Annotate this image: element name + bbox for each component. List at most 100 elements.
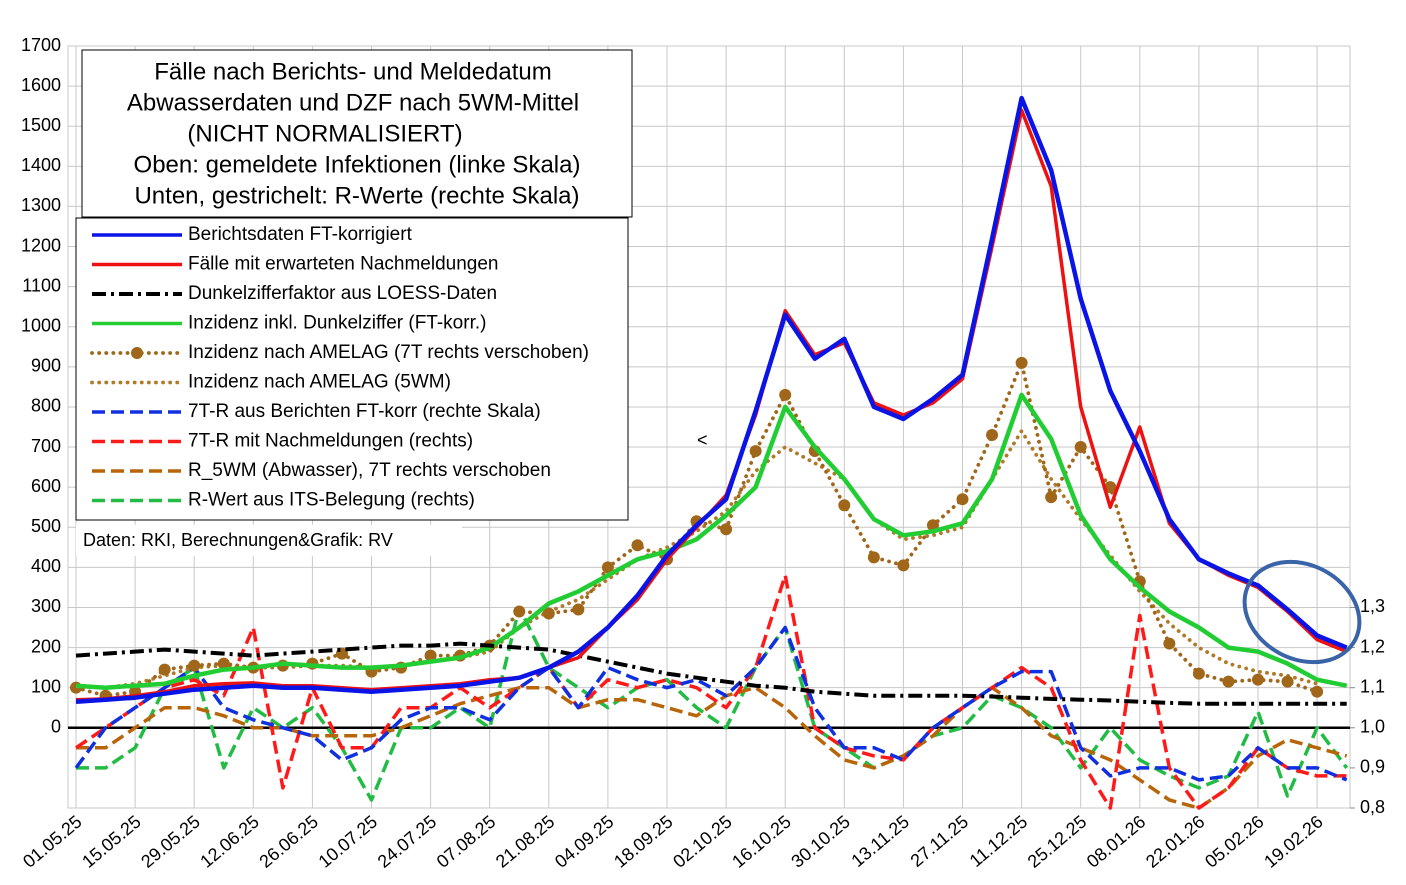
x-tick-label: 22.01.26 — [1142, 811, 1209, 871]
y-tick-label: 1400 — [21, 155, 61, 175]
series-line — [75, 641, 1347, 706]
series-marker — [749, 445, 762, 458]
chart-title: Oben: gemeldete Infektionen (linke Skala… — [134, 151, 581, 178]
x-tick-label: 27.11.25 — [907, 811, 973, 871]
series-marker — [1015, 356, 1028, 369]
chart-title: (NICHT NORMALISIERT) — [187, 120, 462, 147]
x-tick-label: 30.10.25 — [787, 811, 854, 871]
series-marker — [513, 605, 526, 618]
legend-label: Inzidenz nach AMELAG (7T rechts verschob… — [188, 342, 589, 363]
series-marker — [838, 499, 851, 512]
series-marker — [188, 659, 201, 672]
series-marker — [572, 603, 585, 616]
series-line — [76, 685, 1348, 810]
y-tick-label: 1100 — [22, 275, 61, 295]
x-tick-label: 24.07.25 — [374, 811, 441, 871]
series-marker — [779, 388, 792, 401]
series-line — [75, 573, 1347, 810]
y2-tick-label: 0,8 — [1360, 797, 1385, 817]
x-tick-label: 07.08.25 — [433, 811, 500, 871]
series-marker — [867, 551, 880, 564]
source-box — [76, 525, 462, 556]
series-marker — [158, 663, 171, 676]
y-tick-label: 1000 — [21, 315, 61, 335]
legend: Berichtsdaten FT-korrigiert Fälle mit erw… — [90, 224, 589, 511]
series-line — [75, 392, 1348, 690]
series-marker — [897, 559, 910, 572]
y2-tick-label: 1,2 — [1360, 636, 1385, 656]
x-tick-label: 01.05.25 — [19, 811, 86, 871]
highlight-ellipse — [1242, 559, 1362, 665]
series-marker — [1281, 675, 1294, 688]
series-marker — [1192, 667, 1205, 680]
y2-tick-label: 1,0 — [1360, 717, 1385, 737]
series-line — [76, 605, 1349, 802]
y-tick-label: 800 — [31, 396, 61, 416]
series-marker — [1045, 491, 1058, 504]
x-tick-label: 10.07.25 — [315, 811, 382, 871]
series-marker — [956, 493, 969, 506]
legend-label: 7T-R mit Nachmeldungen (rechts) — [188, 431, 473, 452]
y-tick-label: 300 — [31, 596, 61, 616]
y-tick-label: 1500 — [21, 115, 61, 135]
x-tick-label: 18.09.25 — [610, 811, 677, 871]
y-tick-label: 700 — [31, 436, 61, 456]
y-tick-label: 1600 — [21, 75, 61, 95]
y2-tick-label: 0,9 — [1360, 757, 1385, 777]
y-tick-label: 200 — [31, 636, 61, 656]
x-tick-label: 29.05.25 — [137, 811, 204, 871]
legend-marker — [131, 347, 143, 359]
chart-title: Unten, gestrichelt: R-Werte (rechte Skal… — [134, 182, 579, 209]
y-tick-label: 1700 — [21, 35, 61, 55]
y-tick-label: 500 — [31, 516, 61, 536]
y-tick-label: 600 — [31, 476, 61, 496]
y-tick-label: 100 — [31, 676, 61, 696]
x-tick-label: 08.01.26 — [1083, 811, 1150, 871]
x-tick-label: 25.12.25 — [1024, 811, 1091, 871]
y-tick-label: 0 — [51, 717, 61, 737]
series-marker — [1311, 685, 1324, 698]
chart-title: Abwasserdaten und DZF nach 5WM-Mittel — [127, 89, 579, 116]
chart-title: Fälle nach Berichts- und Meldedatum — [154, 58, 552, 85]
source-note: Daten: RKI, Berechnungen&Grafik: RV — [83, 530, 393, 550]
series-marker — [720, 523, 733, 536]
x-tick-label: 12.06.25 — [196, 811, 263, 871]
series-marker — [424, 649, 437, 662]
series-marker — [1252, 673, 1264, 686]
x-tick-label: 19.02.26 — [1260, 811, 1327, 871]
legend-label: Inzidenz inkl. Dunkelziffer (FT-korr.) — [188, 313, 486, 334]
legend-label: R_5WM (Abwasser), 7T rechts verschoben — [188, 460, 551, 481]
series-marker — [1163, 637, 1176, 650]
annotation: < — [697, 430, 708, 450]
series-marker — [542, 607, 555, 620]
series-line — [75, 95, 1348, 704]
x-tick-label: 05.02.26 — [1201, 811, 1268, 871]
y-tick-label: 1200 — [21, 235, 61, 255]
y-tick-label: 900 — [31, 356, 61, 376]
legend-label: R-Wert aus ITS-Belegung (rechts) — [188, 490, 475, 511]
series-line — [74, 625, 1348, 782]
y2-tick-label: 1,3 — [1360, 596, 1385, 616]
y-tick-label: 1300 — [21, 195, 61, 215]
title-box — [81, 49, 633, 218]
series-marker — [1074, 441, 1087, 454]
series-marker — [1104, 481, 1117, 494]
x-tick-label: 11.12.25 — [966, 811, 1032, 871]
y-tick-label: 400 — [31, 556, 61, 576]
series-marker — [986, 429, 999, 442]
series-marker — [217, 657, 230, 670]
x-tick-label: 21.08.25 — [492, 811, 559, 871]
y2-tick-label: 1,1 — [1360, 676, 1385, 696]
x-tick-label: 26.06.25 — [255, 811, 322, 871]
legend-label: Dunkelzifferfaktor aus LOESS-Daten — [188, 283, 497, 304]
x-tick-label: 13.11.25 — [848, 811, 914, 871]
legend-label: Fälle mit erwarteten Nachmeldungen — [188, 254, 499, 275]
series-marker — [631, 539, 644, 552]
series-marker — [1222, 675, 1235, 688]
series-marker — [601, 561, 614, 574]
plot — [70, 95, 1349, 810]
x-tick-label: 15.05.25 — [78, 811, 145, 871]
legend-label: 7T-R aus Berichten FT-korr (rechte Skala… — [188, 401, 541, 422]
x-tick-label: 04.09.25 — [551, 811, 618, 871]
